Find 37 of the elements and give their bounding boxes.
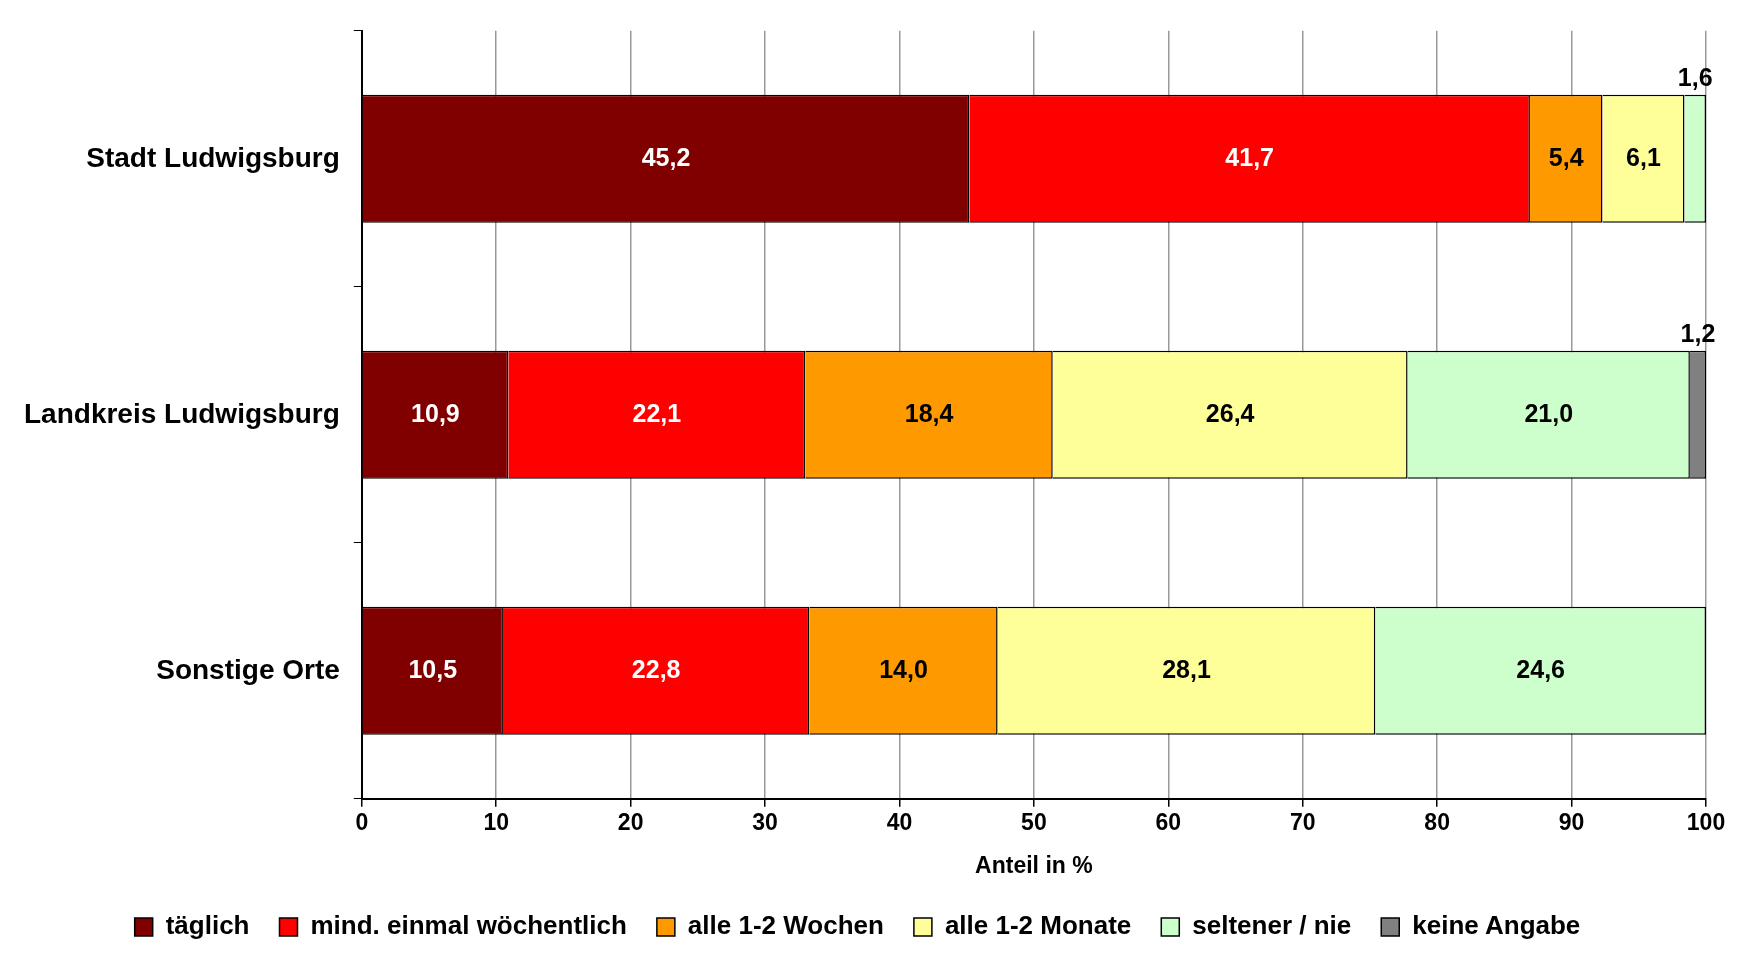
data-label: 1,2 bbox=[1680, 319, 1716, 348]
x-tick-label: 40 bbox=[886, 808, 913, 835]
y-tick-label: Landkreis Ludwigsburg bbox=[23, 397, 340, 429]
data-label: 22,8 bbox=[631, 654, 681, 683]
y-tick-label: Stadt Ludwigsburg bbox=[86, 141, 340, 173]
data-label: 10,5 bbox=[408, 654, 458, 683]
data-label: 21,0 bbox=[1524, 398, 1574, 427]
data-label: 10,9 bbox=[411, 398, 460, 427]
data-label: 24,6 bbox=[1516, 654, 1565, 683]
x-tick-label: 20 bbox=[617, 808, 644, 835]
data-label: 1,6 bbox=[1677, 63, 1713, 92]
legend-label: seltener / nie bbox=[1192, 910, 1352, 941]
x-tick-label: 90 bbox=[1558, 808, 1585, 835]
legend-label: alle 1-2 Wochen bbox=[687, 910, 884, 941]
legend-label: alle 1-2 Monate bbox=[944, 910, 1132, 941]
data-label: 22,1 bbox=[632, 398, 682, 427]
legend-label: keine Angabe bbox=[1412, 910, 1581, 941]
x-tick-label: 50 bbox=[1021, 808, 1047, 835]
x-tick-label: 80 bbox=[1424, 808, 1450, 835]
y-tick-label: Sonstige Orte bbox=[156, 653, 340, 685]
x-tick-label: 60 bbox=[1155, 808, 1182, 835]
x-tick-label: 10 bbox=[483, 808, 510, 835]
legend-label: täglich bbox=[165, 910, 250, 941]
x-tick-label: 70 bbox=[1289, 808, 1316, 835]
x-axis-title: Anteil in % bbox=[975, 851, 1093, 878]
data-label: 14,0 bbox=[879, 654, 928, 683]
x-tick-label: 100 bbox=[1686, 808, 1726, 835]
x-tick-label: 0 bbox=[355, 808, 369, 835]
legend-label: mind. einmal wöchentlich bbox=[310, 910, 627, 941]
data-label: 5,4 bbox=[1548, 142, 1584, 171]
data-label: 45,2 bbox=[641, 142, 691, 171]
data-label: 18,4 bbox=[904, 398, 954, 427]
data-label: 28,1 bbox=[1162, 654, 1211, 683]
x-tick-label: 30 bbox=[752, 808, 778, 835]
data-label: 26,4 bbox=[1205, 398, 1255, 427]
data-label: 41,7 bbox=[1225, 142, 1274, 171]
data-label: 6,1 bbox=[1626, 142, 1661, 171]
